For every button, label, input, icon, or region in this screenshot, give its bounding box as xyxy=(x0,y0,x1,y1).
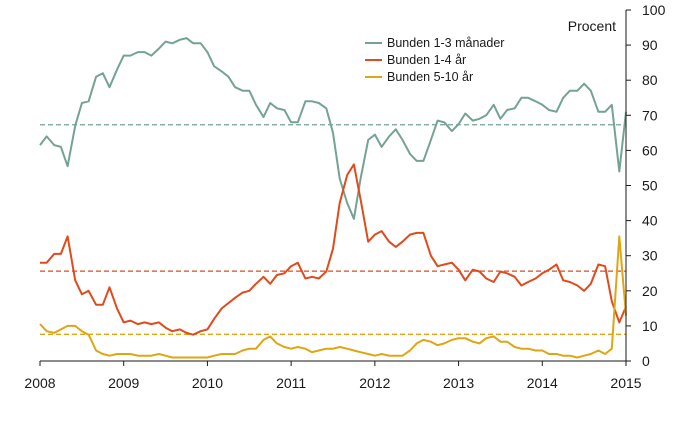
legend-label-2: Bunden 1-4 år xyxy=(387,53,466,67)
y-tick-label: 100 xyxy=(642,2,666,18)
series-line-1 xyxy=(39,37,627,220)
y-tick-label: 50 xyxy=(642,178,658,194)
mean-lines xyxy=(40,124,626,335)
x-tick-label: 2012 xyxy=(359,375,390,391)
y-tick-label: 40 xyxy=(642,213,658,229)
y-tick-label: 30 xyxy=(642,248,658,264)
x-tick-label: 2010 xyxy=(192,375,223,391)
y-axis-ticks: 0 10 20 30 40 50 60 70 80 90 100 xyxy=(626,2,666,369)
series-line-2 xyxy=(40,163,627,336)
y-tick-label: 60 xyxy=(642,142,658,158)
y-tick-label: 90 xyxy=(642,37,658,53)
x-axis-ticks: 2008 2009 2010 2011 2012 2013 2014 2015 xyxy=(24,361,642,391)
x-tick-label: 2014 xyxy=(527,375,558,391)
legend: Bunden 1-3 månader Bunden 1-4 år Bunden 5-… xyxy=(365,36,504,84)
series-line-3 xyxy=(39,235,627,359)
x-tick-label: 2013 xyxy=(443,375,474,391)
x-tick-label: 2008 xyxy=(24,375,55,391)
legend-label-1: Bunden 1-3 månader xyxy=(387,36,504,50)
y-tick-label: 80 xyxy=(642,72,658,88)
y-axis-label: Procent xyxy=(568,18,616,34)
y-tick-label: 20 xyxy=(642,283,658,299)
y-tick-label: 10 xyxy=(642,318,658,334)
x-tick-label: 2015 xyxy=(610,375,641,391)
y-tick-label: 0 xyxy=(642,353,650,369)
x-tick-label: 2009 xyxy=(108,375,139,391)
legend-label-3: Bunden 5-10 år xyxy=(387,70,473,84)
series-lines xyxy=(39,37,627,359)
y-tick-label: 70 xyxy=(642,107,658,123)
x-tick-label: 2011 xyxy=(276,375,306,391)
